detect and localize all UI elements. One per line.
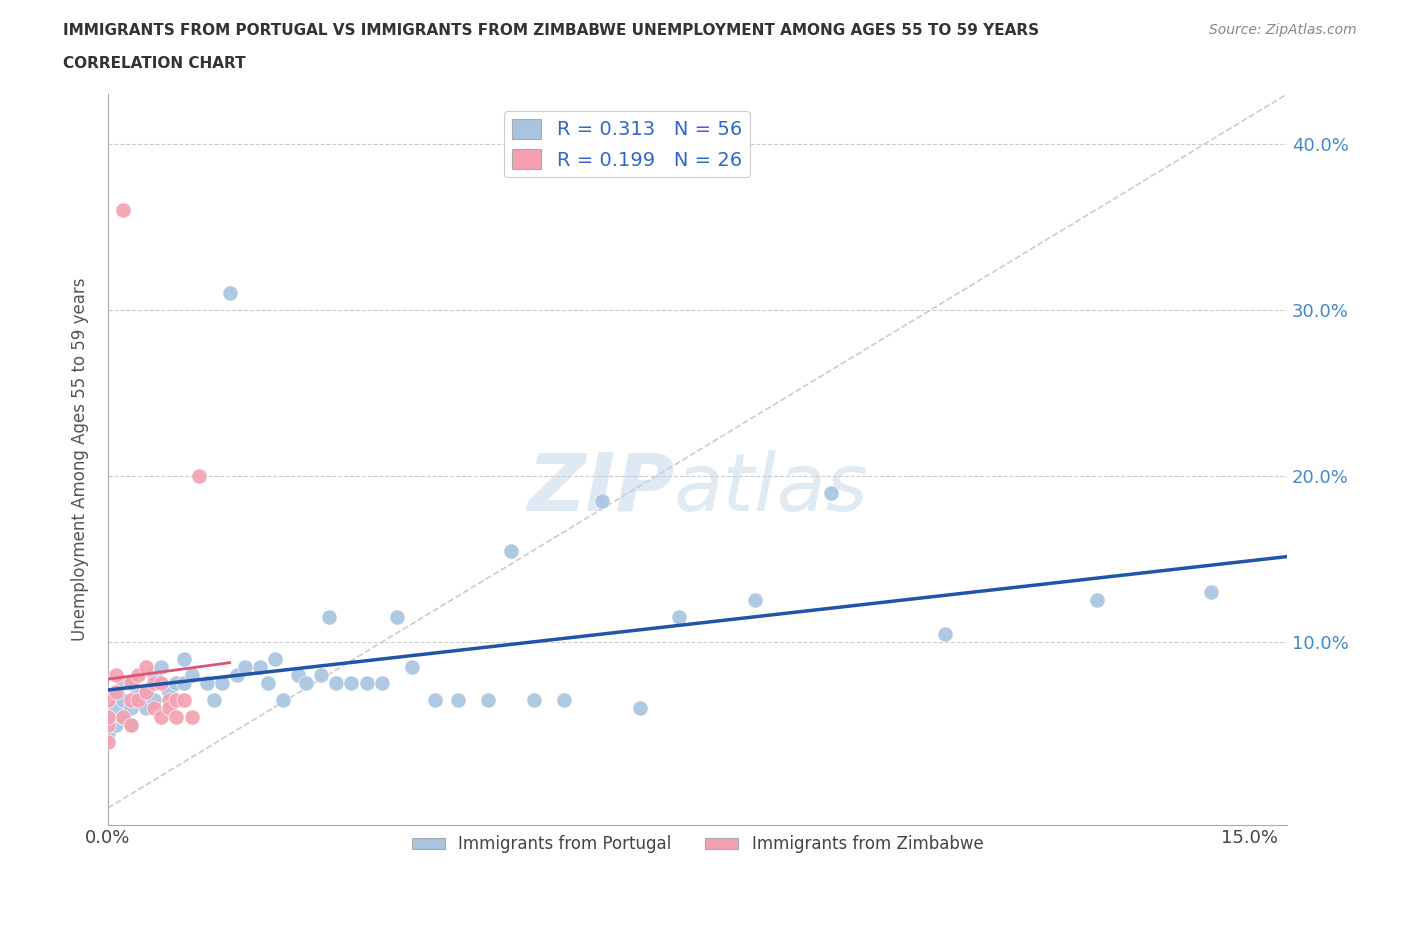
Point: [135, 701, 157, 716]
Text: ZIP: ZIP: [527, 449, 673, 527]
Point: [271, 693, 294, 708]
Point: [142, 676, 165, 691]
Point: [127, 668, 149, 683]
Point: [233, 659, 256, 674]
Point: [112, 203, 135, 218]
Point: [112, 710, 135, 724]
Point: [309, 668, 332, 683]
Point: [934, 626, 956, 641]
Point: [112, 676, 135, 691]
Point: [256, 676, 278, 691]
Point: [211, 676, 233, 691]
Point: [501, 543, 523, 558]
Point: [477, 693, 499, 708]
Point: [744, 593, 766, 608]
Point: [166, 676, 188, 691]
Point: [142, 701, 165, 716]
Point: [120, 718, 142, 733]
Point: [423, 693, 446, 708]
Point: [523, 693, 546, 708]
Point: [630, 701, 652, 716]
Point: [104, 668, 127, 683]
Point: [97, 693, 120, 708]
Point: [264, 651, 287, 666]
Point: [120, 676, 142, 691]
Point: [157, 693, 180, 708]
Point: [120, 676, 142, 691]
Point: [150, 659, 173, 674]
Point: [356, 676, 378, 691]
Point: [120, 718, 142, 733]
Point: [173, 693, 195, 708]
Point: [104, 684, 127, 699]
Point: [157, 701, 180, 716]
Point: [157, 684, 180, 699]
Point: [195, 676, 218, 691]
Point: [135, 684, 157, 699]
Point: [294, 676, 316, 691]
Point: [173, 676, 195, 691]
Point: [142, 693, 165, 708]
Point: [104, 718, 127, 733]
Text: IMMIGRANTS FROM PORTUGAL VS IMMIGRANTS FROM ZIMBABWE UNEMPLOYMENT AMONG AGES 55 : IMMIGRANTS FROM PORTUGAL VS IMMIGRANTS F…: [63, 23, 1039, 38]
Point: [371, 676, 394, 691]
Point: [104, 684, 127, 699]
Point: [166, 710, 188, 724]
Point: [325, 676, 347, 691]
Point: [112, 693, 135, 708]
Point: [112, 710, 135, 724]
Point: [150, 710, 173, 724]
Point: [135, 684, 157, 699]
Point: [180, 710, 202, 724]
Text: CORRELATION CHART: CORRELATION CHART: [63, 56, 246, 71]
Point: [166, 693, 188, 708]
Point: [553, 693, 575, 708]
Point: [180, 668, 202, 683]
Point: [188, 469, 211, 484]
Point: [668, 609, 690, 624]
Text: atlas: atlas: [673, 449, 869, 527]
Point: [226, 668, 249, 683]
Point: [104, 701, 127, 716]
Point: [173, 651, 195, 666]
Point: [318, 609, 340, 624]
Legend: Immigrants from Portugal, Immigrants from Zimbabwe: Immigrants from Portugal, Immigrants fro…: [405, 829, 990, 860]
Point: [287, 668, 309, 683]
Point: [135, 659, 157, 674]
Point: [150, 676, 173, 691]
Y-axis label: Unemployment Among Ages 55 to 59 years: Unemployment Among Ages 55 to 59 years: [72, 277, 89, 641]
Point: [591, 494, 613, 509]
Point: [120, 701, 142, 716]
Point: [820, 485, 842, 500]
Point: [385, 609, 408, 624]
Point: [97, 710, 120, 724]
Point: [142, 668, 165, 683]
Point: [1199, 585, 1222, 600]
Point: [120, 693, 142, 708]
Point: [1085, 593, 1108, 608]
Point: [340, 676, 363, 691]
Point: [218, 286, 240, 300]
Text: Source: ZipAtlas.com: Source: ZipAtlas.com: [1209, 23, 1357, 37]
Point: [204, 693, 226, 708]
Point: [97, 725, 120, 740]
Point: [447, 693, 470, 708]
Point: [97, 734, 120, 749]
Point: [127, 693, 149, 708]
Point: [401, 659, 423, 674]
Point: [249, 659, 271, 674]
Point: [127, 684, 149, 699]
Point: [97, 710, 120, 724]
Point: [97, 718, 120, 733]
